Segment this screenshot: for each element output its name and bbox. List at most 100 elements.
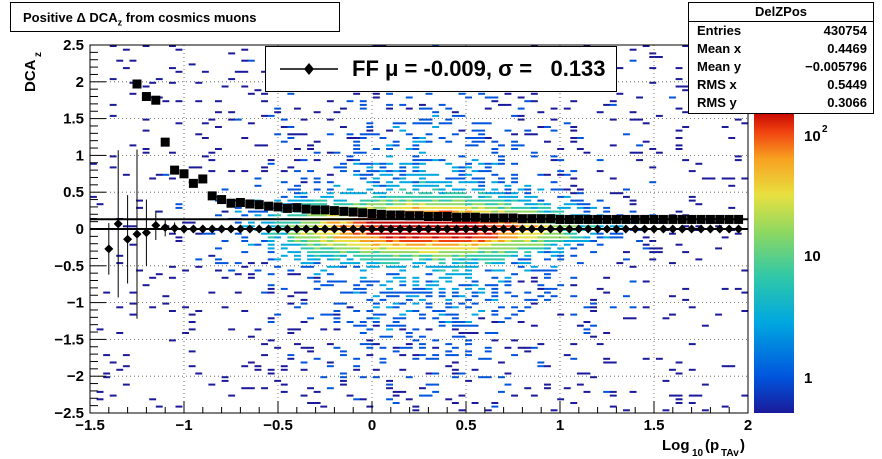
heatmap-cell <box>346 247 354 250</box>
heatmap-cell <box>405 376 413 379</box>
heatmap-cell <box>412 225 420 228</box>
heatmap-cell <box>129 92 137 95</box>
data-point-diamond <box>546 224 556 234</box>
heatmap-cell <box>682 225 690 228</box>
heatmap-cell <box>307 148 314 150</box>
heatmap-cell <box>465 251 472 254</box>
heatmap-cell <box>287 137 295 139</box>
heatmap-cell <box>333 199 341 202</box>
heatmap-cell <box>432 317 440 320</box>
heatmap-cell <box>432 247 440 250</box>
heatmap-cell <box>320 243 328 246</box>
heatmap-cell <box>445 206 453 209</box>
heatmap-cell <box>596 199 604 202</box>
heatmap-cell <box>570 284 578 287</box>
z-tick-label: 10 <box>804 248 821 265</box>
heatmap-cell <box>300 361 308 364</box>
heatmap-cell <box>274 313 282 316</box>
heatmap-cell <box>484 409 492 412</box>
heatmap-cell <box>182 306 189 309</box>
heatmap-cell <box>478 251 486 254</box>
heatmap-cell <box>399 203 407 206</box>
heatmap-cell <box>425 195 433 198</box>
heatmap-cell <box>340 251 347 254</box>
heatmap-cell <box>721 236 729 239</box>
heatmap-cell <box>287 166 295 169</box>
heatmap-cell <box>346 225 354 228</box>
heatmap-cell <box>274 221 282 224</box>
heatmap-cell <box>419 140 426 143</box>
heatmap-cell <box>491 295 499 298</box>
heatmap-cell <box>557 210 565 213</box>
heatmap-cell <box>247 59 255 62</box>
heatmap-cell <box>511 140 518 143</box>
heatmap-cell <box>609 192 617 195</box>
heatmap-cell <box>524 240 532 242</box>
heatmap-cell <box>300 247 308 250</box>
heatmap-cell <box>379 206 387 209</box>
heatmap-cell <box>366 122 374 125</box>
heatmap-cell <box>287 302 295 305</box>
heatmap-cell <box>221 188 229 191</box>
heatmap-cell <box>524 206 532 209</box>
x-tick-label: 0.5 <box>456 417 477 434</box>
heatmap-cell <box>359 291 367 294</box>
heatmap-cell <box>103 354 111 357</box>
heatmap-cell <box>372 321 380 323</box>
data-point-diamond <box>179 224 189 234</box>
heatmap-cell <box>570 313 578 316</box>
heatmap-cell <box>603 361 611 364</box>
heatmap-cell <box>563 243 571 246</box>
heatmap-cell <box>590 206 597 209</box>
heatmap-cell <box>300 321 308 323</box>
heatmap-cell <box>524 387 532 390</box>
heatmap-cell <box>603 210 611 213</box>
data-point-diamond <box>536 224 546 234</box>
heatmap-cell <box>438 159 446 162</box>
data-point-diamond <box>611 224 621 234</box>
heatmap-cell <box>465 339 472 342</box>
heatmap-cell <box>471 144 479 147</box>
heatmap-cell <box>728 177 736 180</box>
data-point-square <box>301 204 311 214</box>
heatmap-cell <box>484 346 492 349</box>
heatmap-cell <box>583 332 591 334</box>
heatmap-cell <box>669 368 676 371</box>
heatmap-cell <box>379 236 387 239</box>
data-point-square <box>461 212 471 222</box>
heatmap-cell <box>465 298 472 301</box>
heatmap-cell <box>517 310 525 312</box>
heatmap-cell <box>287 243 295 246</box>
heatmap-cell <box>221 306 229 309</box>
heatmap-cell <box>524 225 532 228</box>
heatmap-cell <box>221 376 229 379</box>
heatmap-cell <box>504 383 512 386</box>
heatmap-cell <box>208 383 216 386</box>
heatmap-cell <box>458 258 466 261</box>
heatmap-cell <box>445 298 453 301</box>
heatmap-cell <box>451 368 459 371</box>
data-point-diamond <box>470 224 480 234</box>
data-point-diamond <box>217 224 227 234</box>
heatmap-cell <box>537 236 545 239</box>
heatmap-cell <box>458 192 466 195</box>
heatmap-cell <box>241 48 249 51</box>
heatmap-cell <box>340 291 347 294</box>
heatmap-cell <box>478 291 486 294</box>
heatmap-cell <box>465 162 472 165</box>
data-point-square <box>235 198 245 208</box>
heatmap-cell <box>530 280 538 283</box>
heatmap-cell <box>366 203 374 206</box>
heatmap-cell <box>280 195 288 198</box>
heatmap-cell <box>465 343 472 346</box>
data-point-square <box>489 213 499 223</box>
data-point-square <box>132 79 142 89</box>
heatmap-cell <box>313 159 321 162</box>
heatmap-cell <box>537 365 545 368</box>
heatmap-cell <box>340 262 347 265</box>
heatmap-cell <box>320 254 328 257</box>
heatmap-cell <box>366 343 374 346</box>
heatmap-cell <box>294 240 301 242</box>
heatmap-cell <box>701 409 709 412</box>
heatmap-cell <box>576 203 584 206</box>
